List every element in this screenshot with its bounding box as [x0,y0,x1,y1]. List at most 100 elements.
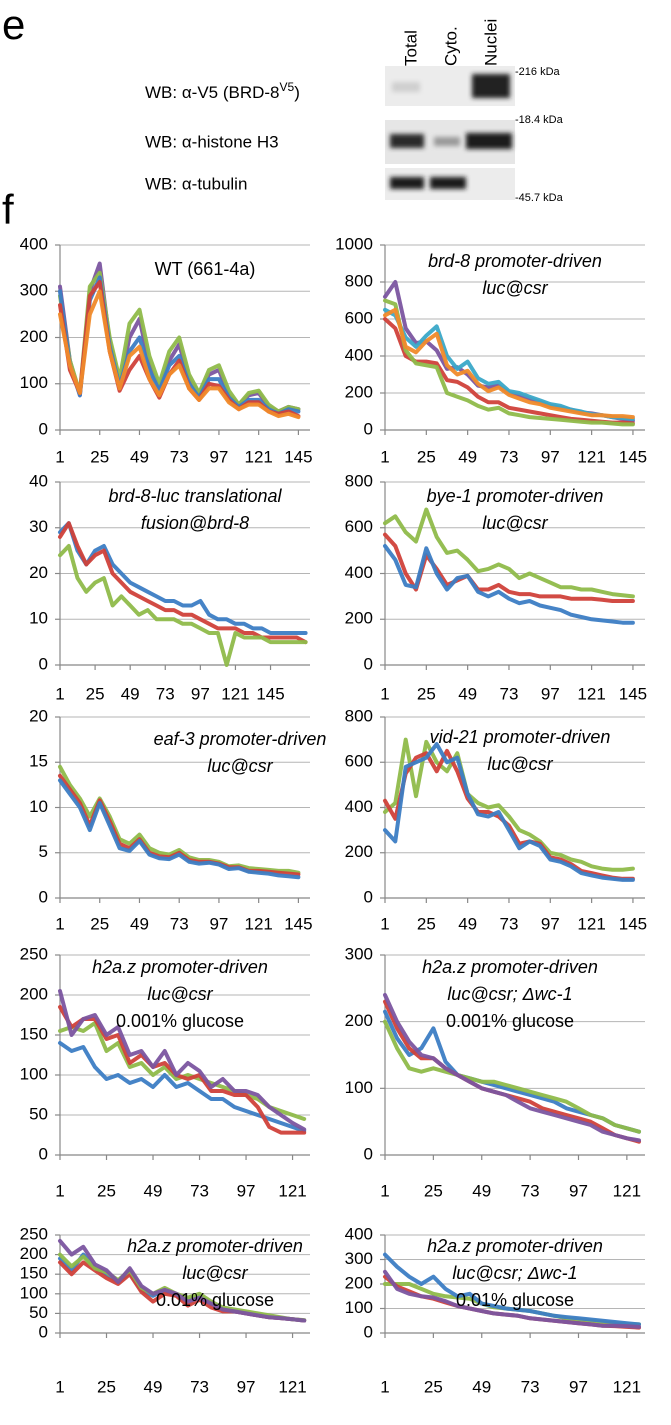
data-line [60,776,298,875]
annotation: 0.001% glucose [446,1011,574,1031]
y-tick-label: 30 [29,517,48,536]
x-tick-label: 97 [569,1181,588,1200]
data-line [385,282,633,421]
chart-title: brd-8-luc translational [108,486,282,506]
y-tick-label: 0 [364,1322,373,1341]
x-tick-label: 73 [190,1377,209,1396]
y-tick-label: 100 [20,1064,48,1083]
column-label: Cyto. [441,26,460,66]
y-tick-label: 100 [345,1298,373,1317]
x-tick-label: 145 [256,684,284,703]
x-tick-label: 1 [55,1377,64,1396]
x-tick-label: 145 [619,684,647,703]
chart-title: luc@csr [207,756,273,776]
x-tick-label: 145 [619,914,647,933]
y-tick-label: 20 [29,563,48,582]
x-tick-label: 25 [90,447,109,466]
x-tick-label: 1 [55,447,64,466]
x-tick-label: 73 [500,684,519,703]
x-tick-label: 145 [619,447,647,466]
x-tick-label: 25 [417,914,436,933]
y-tick-label: 150 [20,1264,48,1283]
y-tick-label: 400 [345,563,373,582]
x-tick-label: 97 [541,684,560,703]
size-marker: -18.4 kDa [515,114,564,126]
y-tick-label: 300 [345,944,373,963]
x-tick-label: 1 [55,914,64,933]
y-tick-label: 250 [20,944,48,963]
y-tick-label: 0 [39,654,48,673]
x-tick-label: 145 [284,914,312,933]
x-tick-label: 97 [237,1181,256,1200]
x-tick-label: 49 [130,914,149,933]
x-tick-label: 73 [156,684,175,703]
x-tick-label: 73 [170,914,189,933]
x-tick-label: 1 [380,1377,389,1396]
y-tick-label: 40 [29,471,48,490]
y-tick-label: 100 [20,1283,48,1302]
x-tick-label: 97 [237,1377,256,1396]
data-line [385,546,633,623]
size-marker: -45.7 kDa [515,192,564,204]
x-tick-label: 97 [209,447,228,466]
chart-title: vid-21 promoter-driven [430,727,611,747]
blot [385,66,515,200]
chart-title: h2a.z promoter-driven [92,957,268,977]
x-tick-label: 25 [424,1181,443,1200]
chart-title: luc@csr [147,984,213,1004]
column-label: Total [401,30,420,66]
size-marker: -216 kDa [515,66,561,78]
chart-title: luc@csr [482,278,548,298]
x-tick-label: 49 [130,447,149,466]
x-tick-label: 97 [569,1377,588,1396]
x-tick-label: 49 [472,1377,491,1396]
y-tick-label: 200 [20,984,48,1003]
y-tick-label: 800 [345,706,373,725]
y-tick-label: 600 [345,752,373,771]
x-tick-label: 1 [380,914,389,933]
x-tick-label: 25 [417,447,436,466]
x-tick-label: 121 [278,1377,306,1396]
y-tick-label: 20 [29,706,48,725]
x-tick-label: 25 [90,914,109,933]
x-tick-label: 25 [86,684,105,703]
chart-title: luc@csr; Δwc-1 [452,1263,577,1283]
y-tick-label: 0 [364,1144,373,1163]
x-tick-label: 121 [244,914,272,933]
x-tick-label: 121 [613,1377,641,1396]
chart-title: h2a.z promoter-driven [427,1236,603,1256]
y-tick-label: 10 [29,609,48,628]
figure: e f Total Cyto. Nuclei WB: α-V5 (BRD-8V5… [0,0,671,1425]
y-tick-label: 0 [364,654,373,673]
x-tick-label: 121 [613,1181,641,1200]
x-tick-label: 25 [417,684,436,703]
y-tick-label: 800 [345,471,373,490]
x-tick-label: 73 [170,447,189,466]
x-tick-label: 25 [97,1181,116,1200]
x-tick-label: 73 [521,1377,540,1396]
data-line [385,319,633,424]
x-tick-label: 97 [209,914,228,933]
x-tick-label: 73 [521,1181,540,1200]
chart-title: h2a.z promoter-driven [127,1236,303,1256]
x-tick-label: 1 [55,684,64,703]
y-tick-label: 250 [20,1224,48,1243]
x-tick-label: 145 [284,447,312,466]
y-tick-label: 10 [29,797,48,816]
y-tick-label: 0 [39,1322,48,1341]
y-tick-label: 200 [345,1011,373,1030]
x-tick-label: 121 [577,684,605,703]
chart-title: luc@csr [482,513,548,533]
x-tick-label: 121 [221,684,249,703]
y-tick-label: 15 [29,752,48,771]
x-tick-label: 49 [144,1181,163,1200]
y-tick-label: 400 [345,797,373,816]
x-tick-label: 49 [458,914,477,933]
y-tick-label: 600 [345,517,373,536]
column-label: Nuclei [481,19,500,66]
y-tick-label: 200 [20,1244,48,1263]
antibody-label: WB: α-tubulin [145,174,247,193]
x-tick-label: 1 [380,1181,389,1200]
y-tick-label: 150 [20,1024,48,1043]
y-tick-label: 0 [364,419,373,438]
